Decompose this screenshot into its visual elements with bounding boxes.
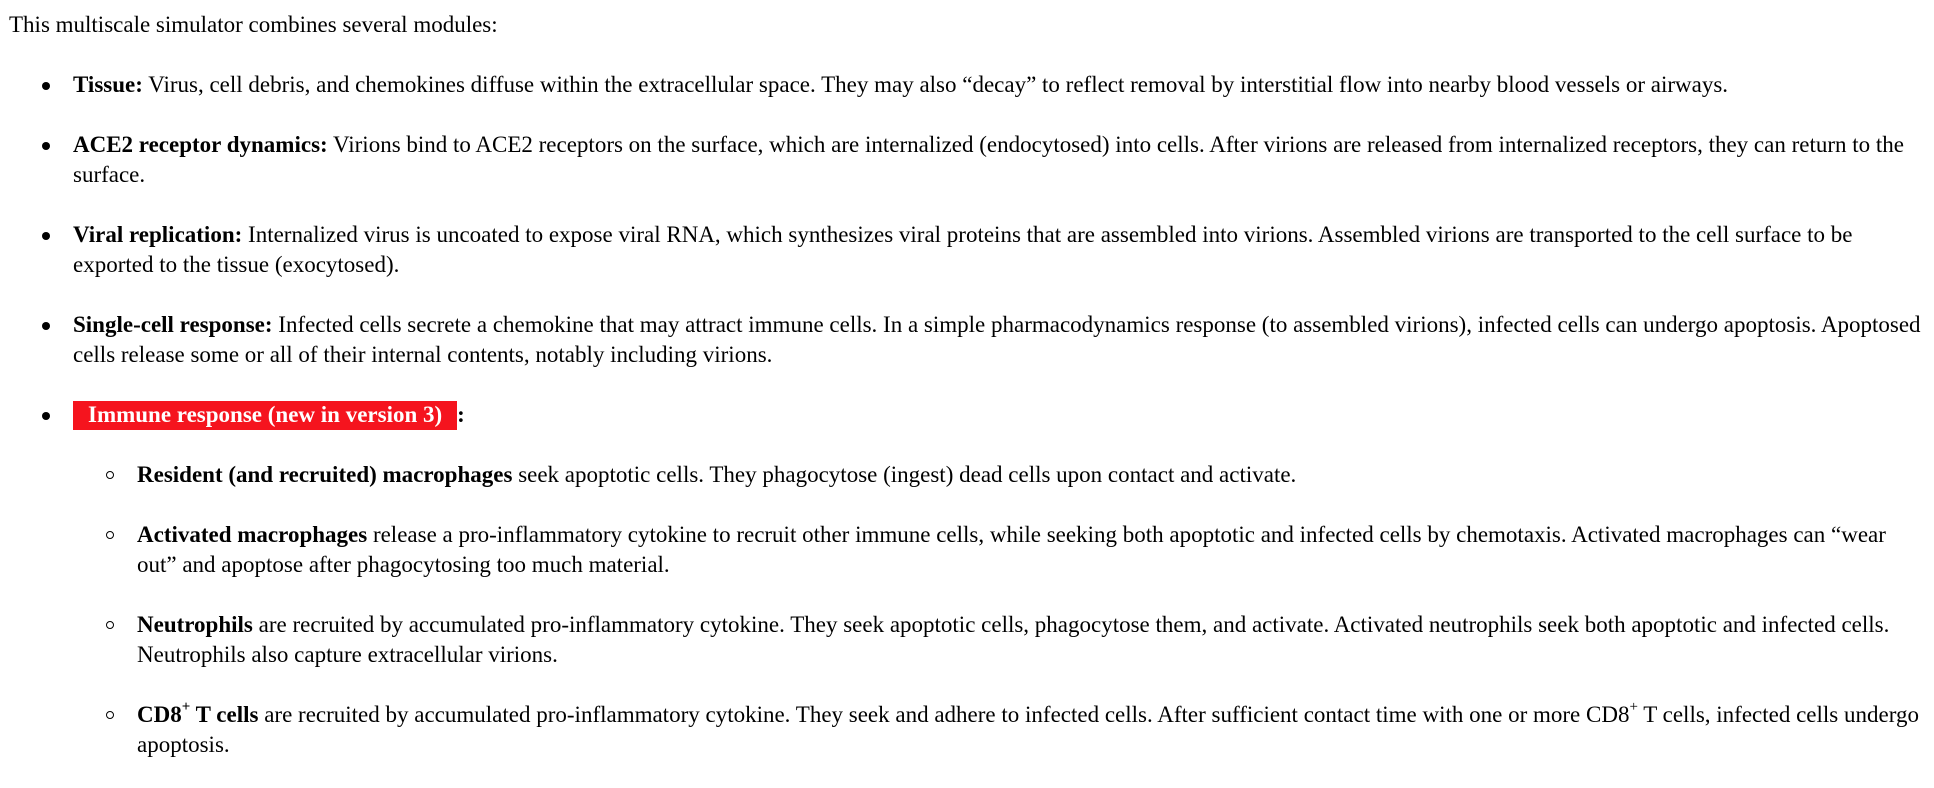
heading-colon: :	[457, 402, 465, 427]
item-text: Internalized virus is uncoated to expose…	[73, 222, 1853, 277]
item-text-end: T cells, infected cells undergo apoptosi…	[137, 702, 1919, 757]
item-title: Viral replication:	[73, 222, 243, 247]
document-body: This multiscale simulator combines sever…	[9, 12, 1924, 760]
item-text: are recruited by accumulated pro-inflamm…	[258, 702, 1630, 727]
item-title: Activated macrophages	[137, 522, 368, 547]
title-suffix: T cells	[190, 702, 259, 727]
item-text: Virus, cell debris, and chemokines diffu…	[142, 72, 1729, 97]
title-prefix: CD8	[137, 702, 182, 727]
title-superscript: +	[181, 699, 191, 716]
immune-sublist: Resident (and recruited) macrophages see…	[9, 460, 1924, 760]
item-title: Neutrophils	[137, 612, 253, 637]
item-text: are recruited by accumulated pro-inflamm…	[137, 612, 1890, 667]
item-title: ACE2 receptor dynamics:	[73, 132, 328, 157]
item-text: Infected cells secrete a chemokine that …	[73, 312, 1921, 367]
list-item-single-cell-response: Single-cell response: Infected cells sec…	[9, 310, 1924, 370]
list-item-ace2: ACE2 receptor dynamics: Virions bind to …	[9, 130, 1924, 190]
item-title: Resident (and recruited) macrophages	[137, 462, 513, 487]
item-text: Virions bind to ACE2 receptors on the su…	[73, 132, 1905, 187]
list-item-immune-response: Immune response (new in version 3): Resi…	[9, 400, 1924, 760]
highlighted-heading: Immune response (new in version 3)	[73, 401, 458, 430]
list-item-tissue: Tissue: Virus, cell debris, and chemokin…	[9, 70, 1924, 100]
item-title: Tissue:	[73, 72, 143, 97]
module-list: Tissue: Virus, cell debris, and chemokin…	[9, 70, 1924, 760]
item-title: Single-cell response:	[73, 312, 273, 337]
intro-paragraph: This multiscale simulator combines sever…	[9, 12, 498, 37]
item-text: seek apoptotic cells. They phagocytose (…	[512, 462, 1297, 487]
item-text: release a pro-inflammatory cytokine to r…	[137, 522, 1886, 577]
sublist-item-activated-macrophages: Activated macrophages release a pro-infl…	[9, 520, 1924, 580]
sublist-item-cd8-t-cells: CD8+ T cells are recruited by accumulate…	[9, 700, 1924, 760]
text-superscript: +	[1629, 699, 1638, 716]
item-title: CD8+ T cells	[137, 699, 259, 727]
sublist-item-neutrophils: Neutrophils are recruited by accumulated…	[9, 610, 1924, 670]
list-item-viral-replication: Viral replication: Internalized virus is…	[9, 220, 1924, 280]
sublist-item-macrophages: Resident (and recruited) macrophages see…	[9, 460, 1924, 490]
